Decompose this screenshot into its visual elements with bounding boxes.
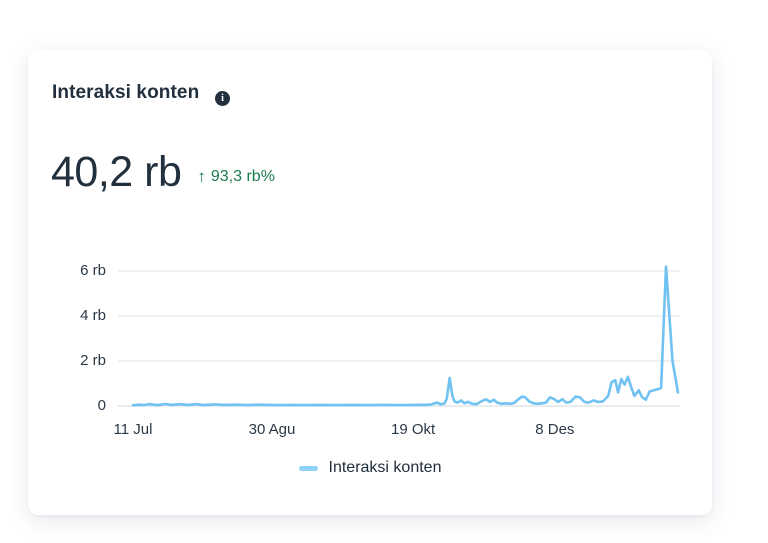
metric-value: 40,2 rb bbox=[51, 148, 182, 196]
card-title: Interaksi konten bbox=[52, 82, 200, 103]
line-chart: 0 2 rb 4 rb 6 rb 11 Jul 30 Agu 19 Okt 8 Des bbox=[28, 256, 712, 456]
metric-row: 40,2 rb ↑ 93,3 rb% bbox=[51, 148, 275, 196]
y-tick-label: 6 rb bbox=[80, 262, 106, 279]
interaction-metric-card: Interaksi konten i 40,2 rb ↑ 93,3 rb% 0 2… bbox=[28, 50, 712, 515]
y-tick-label: 2 rb bbox=[80, 352, 106, 369]
y-tick-label: 0 bbox=[97, 397, 106, 414]
chart-plot-area[interactable] bbox=[118, 256, 680, 418]
info-icon-glyph: i bbox=[221, 93, 224, 104]
trend-up-icon: ↑ bbox=[197, 167, 206, 186]
x-tick-label: 8 Des bbox=[535, 421, 575, 438]
x-tick-label: 30 Agu bbox=[248, 421, 296, 438]
chart-legend-item[interactable]: Interaksi konten bbox=[28, 459, 712, 477]
x-tick-label: 11 Jul bbox=[113, 421, 153, 438]
y-tick-label: 4 rb bbox=[80, 307, 106, 324]
x-tick-label: 19 Okt bbox=[391, 421, 436, 438]
info-icon[interactable]: i bbox=[215, 91, 230, 106]
legend-label: Interaksi konten bbox=[328, 459, 442, 476]
series-line bbox=[131, 265, 680, 407]
legend-line-marker bbox=[298, 465, 318, 471]
metric-delta-text: 93,3 rb% bbox=[210, 168, 275, 185]
metric-delta: ↑ 93,3 rb% bbox=[197, 167, 275, 187]
